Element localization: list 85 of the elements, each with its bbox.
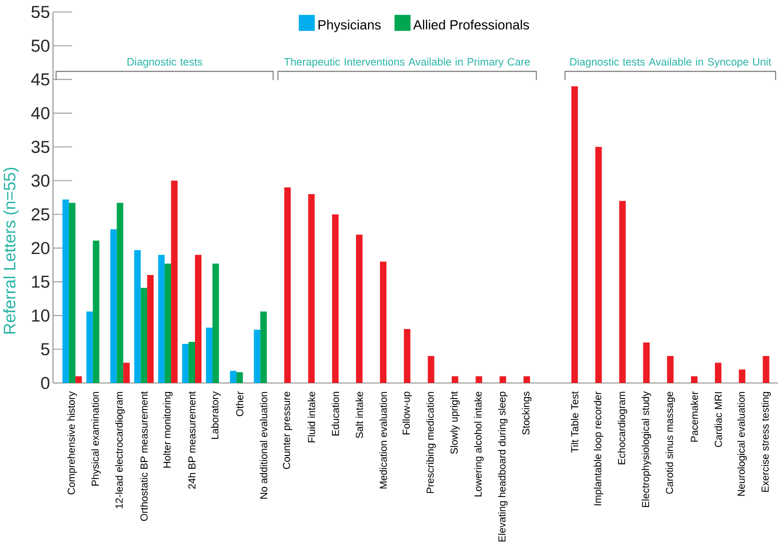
- bar: [254, 330, 260, 383]
- x-tick-label: Tilt Table Test: [570, 391, 578, 453]
- bar: [476, 376, 482, 383]
- bar: [643, 342, 650, 383]
- bar: [738, 369, 746, 383]
- bar: [86, 311, 93, 383]
- bar: [68, 202, 76, 383]
- bar: [332, 214, 339, 383]
- x-tick-label: Slowly upright: [450, 391, 460, 454]
- x-tick-label: Holter monitoring: [163, 392, 173, 468]
- bar: [260, 311, 267, 383]
- bar: [619, 200, 626, 383]
- y-tick-label: 5: [41, 343, 50, 356]
- x-tick-label: Neurological evaluation: [737, 392, 747, 496]
- bar: [236, 372, 243, 383]
- y-tick-label: 50: [31, 40, 50, 52]
- legend-label: Allied Professionals: [413, 20, 530, 30]
- y-axis-title: Referral Letters (n=55): [3, 168, 19, 334]
- annotation: Diagnostic tests: [128, 58, 202, 68]
- x-tick-label: Fluid intake: [308, 392, 316, 442]
- x-tick-label: Elevating headboard during sleep: [498, 392, 508, 542]
- bar: [164, 264, 172, 383]
- x-tick-label: 24h BP measurement: [188, 391, 196, 489]
- bar: [691, 376, 698, 383]
- y-tick-label: 35: [31, 140, 50, 154]
- bar: [452, 376, 458, 383]
- bar: [500, 376, 506, 383]
- x-tick-label: Physical examination: [91, 392, 101, 486]
- y-tick-label: 25: [32, 208, 50, 220]
- y-tick-label: 55: [31, 6, 50, 18]
- bar: [284, 187, 291, 383]
- x-tick-label: Pacemaker: [690, 391, 698, 442]
- x-tick-label: Cardiac MRI: [714, 392, 722, 448]
- x-tick-label: Prescribing medication: [426, 392, 436, 493]
- bar: [110, 229, 117, 383]
- x-tick-label: Salt intake: [356, 392, 363, 438]
- x-tick-label: Other: [236, 391, 244, 416]
- annotation: Therapeutic Interventions Available in Primary Care: [284, 58, 530, 68]
- bar: [134, 250, 141, 383]
- bar: [140, 288, 148, 383]
- bar: [206, 328, 213, 383]
- x-tick-label: Orthostatic BP measurement: [140, 391, 148, 521]
- bar: [356, 234, 363, 383]
- y-tick-label: 20: [32, 242, 50, 254]
- x-tick-label: Follow-up: [402, 392, 412, 434]
- bar: [92, 240, 100, 383]
- x-tick-label: Stockings: [522, 392, 532, 435]
- legend-label: Physicians: [318, 20, 381, 32]
- bar: [428, 356, 434, 383]
- x-tick-label: Lowering alcohol intake: [474, 392, 484, 496]
- bar: [116, 202, 124, 383]
- y-tick-label: 45: [31, 73, 50, 86]
- bar: [571, 86, 578, 383]
- x-tick-label: Laboratory: [210, 391, 220, 439]
- bar: [667, 356, 674, 383]
- bar: [158, 254, 165, 383]
- x-tick-label: Comprehensive history: [67, 391, 77, 494]
- x-tick-label: Exercise stress testing: [761, 392, 771, 492]
- y-tick-label: 40: [31, 107, 50, 120]
- bar: [380, 262, 386, 383]
- bar: [188, 342, 196, 383]
- x-tick-label: Implantable loop recorder: [594, 391, 604, 506]
- bar: [212, 264, 219, 383]
- x-tick-label: Echocardiogram: [618, 392, 628, 464]
- bar: [762, 356, 770, 383]
- y-tick-label: 15: [32, 276, 50, 288]
- annotation: Diagnostic tests Available in Syncope Unit: [570, 58, 772, 68]
- bar: [62, 200, 69, 383]
- x-tick-label: 12-lead electrocardiogram: [115, 392, 125, 508]
- bar: [404, 329, 410, 383]
- x-tick-label: Education: [332, 392, 340, 436]
- bar: [595, 146, 602, 383]
- bar: [230, 370, 236, 383]
- bar: [524, 376, 530, 383]
- y-tick-label: 0: [41, 376, 50, 390]
- bar: [182, 344, 189, 383]
- x-tick-label: Medication evaluation: [379, 392, 387, 488]
- bar: [714, 362, 722, 383]
- bar: [308, 194, 315, 383]
- y-tick-label: 10: [32, 309, 50, 322]
- x-tick-label: No additional evaluation: [260, 392, 268, 499]
- y-tick-label: 30: [31, 174, 50, 187]
- x-tick-label: Carotid sinus massage: [666, 392, 676, 494]
- x-tick-label: Counter pressure: [282, 392, 292, 470]
- x-tick-label: Electrophysiological study: [642, 391, 652, 508]
